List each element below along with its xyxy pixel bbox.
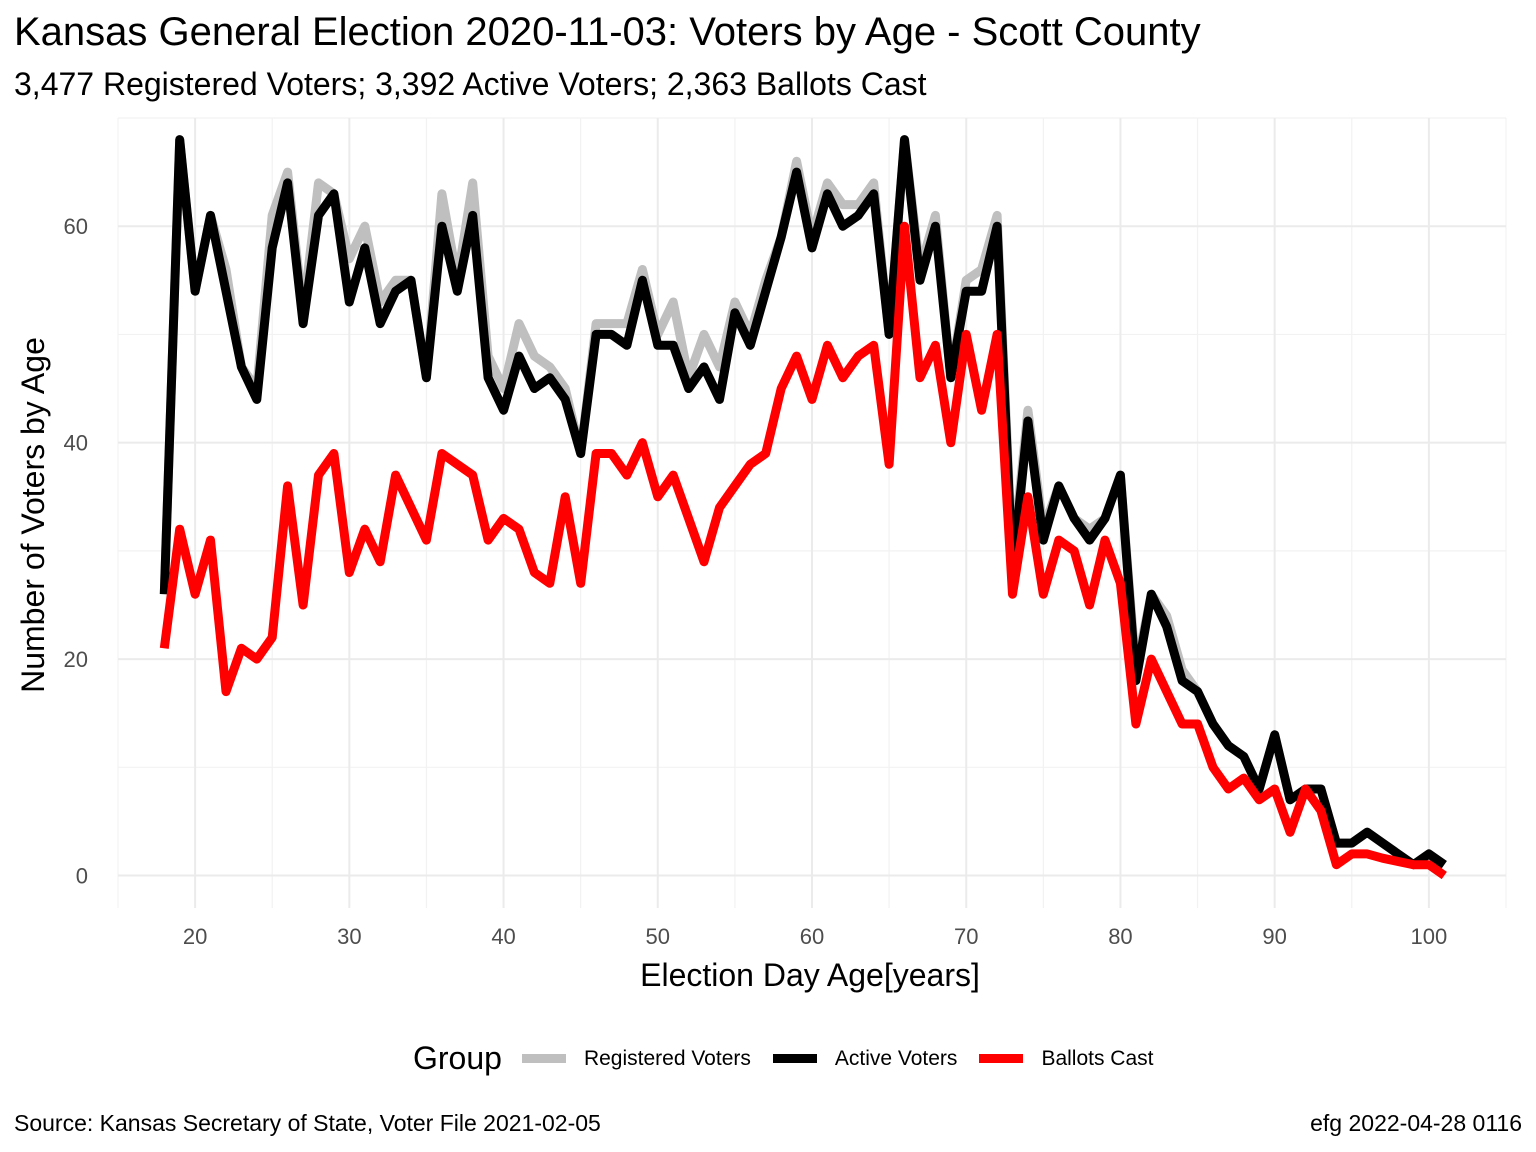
legend: Group Registered Voters Active Voters Ba…: [413, 1040, 1175, 1077]
legend-item-registered-voters: Registered Voters: [521, 1046, 751, 1071]
x-tick-label: 60: [800, 924, 824, 949]
y-axis-title: Number of Voters by Age: [15, 337, 51, 693]
x-tick-label: 90: [1262, 924, 1286, 949]
series-line-ballots-cast: [159, 221, 1447, 880]
series-line-registered-voters: [159, 135, 1447, 870]
legend-key-ballots-cast: [979, 1054, 1024, 1063]
legend-title: Group: [413, 1040, 502, 1076]
y-axis-ticks: 0 20 40 60: [64, 214, 88, 888]
legend-key-registered-voters: [521, 1054, 566, 1063]
x-tick-label: 50: [646, 924, 670, 949]
chart-title: Kansas General Election 2020-11-03: Vote…: [14, 10, 1201, 54]
x-axis-ticks: 20 30 40 50 60 70 80 90 100: [183, 924, 1447, 949]
x-axis-title: Election Day Age[years]: [640, 957, 980, 993]
legend-label-active-voters: Active Voters: [834, 1046, 958, 1070]
credit-caption: efg 2022-04-28 0116: [1310, 1110, 1522, 1136]
series-line-active-voters: [159, 135, 1447, 870]
y-tick-label: 60: [64, 214, 88, 239]
series-lines: [159, 135, 1447, 880]
y-tick-label: 40: [64, 431, 88, 456]
chart-subtitle: 3,477 Registered Voters; 3,392 Active Vo…: [14, 66, 927, 102]
legend-item-ballots-cast: Ballots Cast: [979, 1047, 1153, 1071]
line-chart: 20 30 40 50 60 70 80 90 100 0 20 40 60 Election Day…: [15, 117, 1507, 993]
y-tick-label: 20: [64, 647, 88, 672]
x-tick-label: 80: [1108, 924, 1132, 949]
x-tick-label: 20: [183, 924, 207, 949]
x-tick-label: 40: [491, 924, 515, 949]
legend-label-ballots-cast: Ballots Cast: [1041, 1046, 1154, 1070]
legend-item-active-voters: Active Voters: [772, 1046, 958, 1071]
legend-label-registered-voters: Registered Voters: [583, 1046, 751, 1070]
source-caption: Source: Kansas Secretary of State, Voter…: [14, 1110, 601, 1136]
x-tick-label: 100: [1411, 924, 1448, 949]
x-tick-label: 30: [337, 924, 361, 949]
y-tick-label: 0: [76, 864, 88, 889]
x-tick-label: 70: [954, 924, 978, 949]
legend-key-active-voters: [772, 1054, 817, 1063]
